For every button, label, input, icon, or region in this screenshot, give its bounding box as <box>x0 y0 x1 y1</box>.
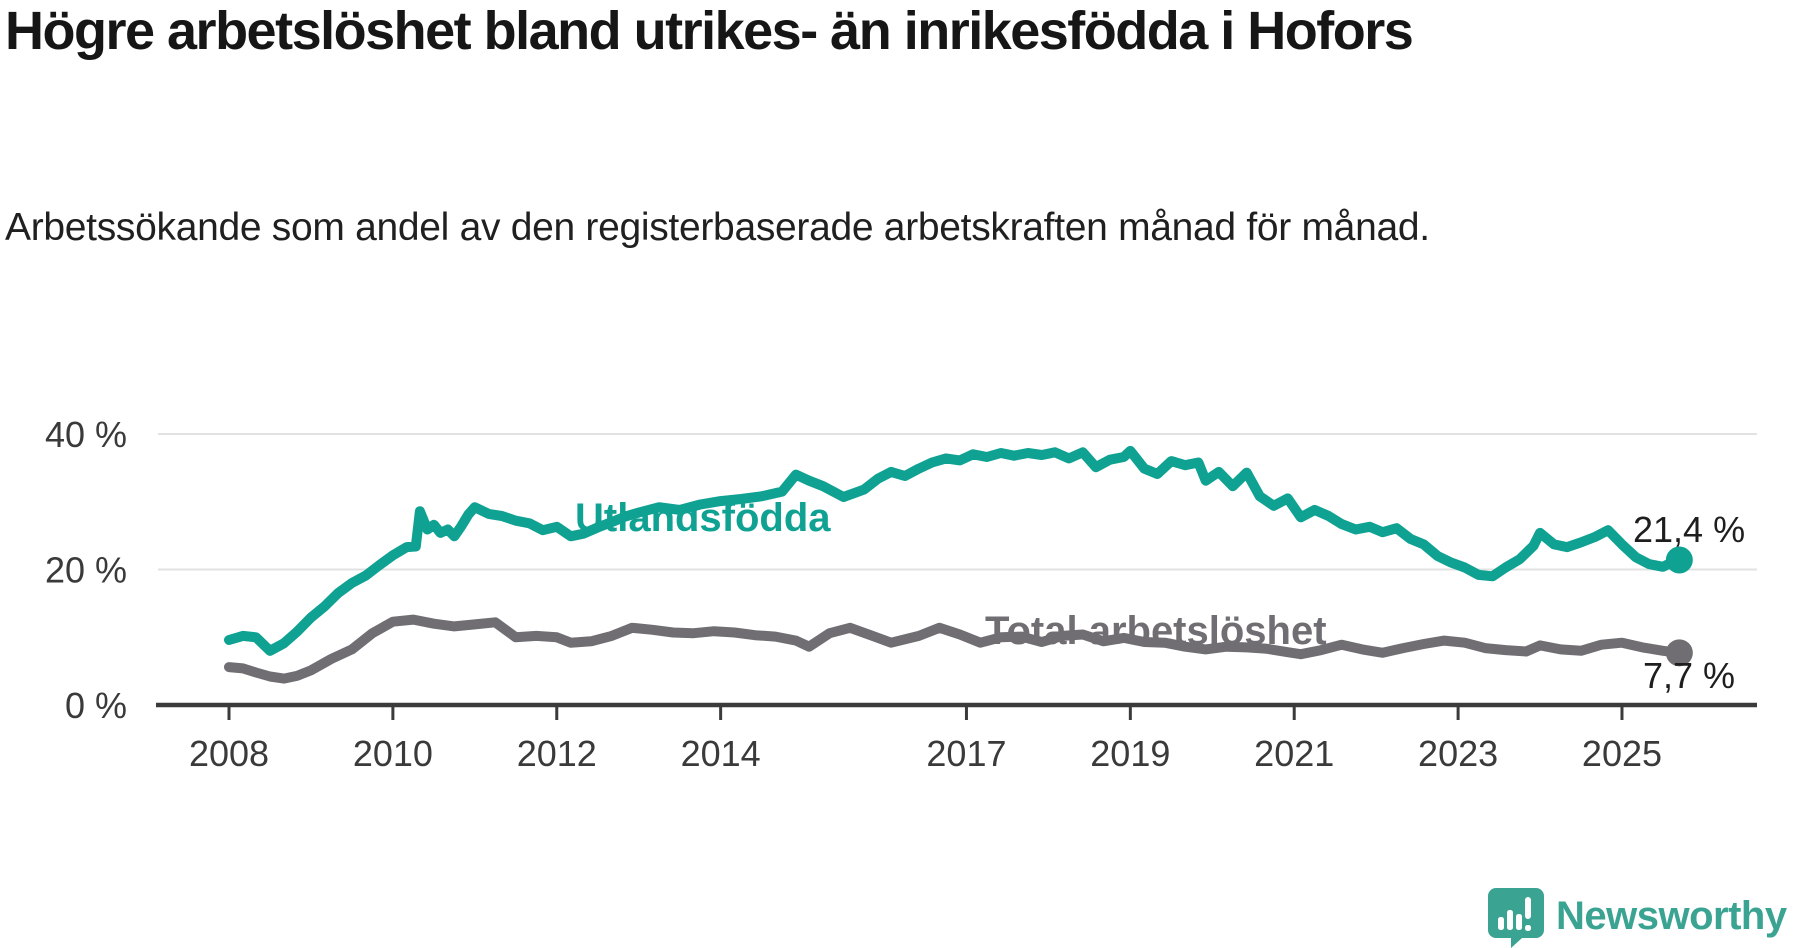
newsworthy-wordmark: Newsworthy <box>1556 894 1788 938</box>
x-tick-label: 2025 <box>1582 733 1662 774</box>
y-tick-label: 40 % <box>45 414 127 455</box>
data-series <box>224 445 1693 684</box>
chart-title: Högre arbetslöshet bland utrikes- än inr… <box>5 1 1414 61</box>
y-tick-label: 20 % <box>45 550 127 591</box>
x-tick-label: 2014 <box>681 733 761 774</box>
chart-subtitle: Arbetssökande som andel av den registerb… <box>5 206 1430 249</box>
y-axis-labels: 0 % 20 % 40 % <box>45 414 127 726</box>
series-label-total-arbetsloshet: Total arbetslöshet <box>985 609 1327 653</box>
x-tick-label: 2012 <box>517 733 597 774</box>
series-line-utlandsf-dda <box>224 445 1685 656</box>
series-end-dot <box>1665 639 1693 667</box>
x-tick-label: 2008 <box>189 733 269 774</box>
end-value-label-utlandsfodda: 21,4 % <box>1633 509 1745 550</box>
x-tick-label: 2017 <box>926 733 1006 774</box>
x-axis-ticks <box>227 705 1624 720</box>
x-tick-label: 2019 <box>1090 733 1170 774</box>
end-value-label-total: 7,7 % <box>1643 655 1735 696</box>
series-line-total-arbetsl-shet <box>224 614 1685 684</box>
y-tick-label: 0 % <box>65 685 127 726</box>
newsworthy-logo[interactable]: Newsworthy <box>1488 888 1788 948</box>
x-tick-label: 2021 <box>1254 733 1334 774</box>
gridlines <box>158 433 1757 571</box>
series-end-dot <box>1665 546 1693 574</box>
x-axis-labels: 2008 2010 2012 2014 2017 2019 2021 2023 2025 <box>189 733 1662 774</box>
bar-chart-glyph <box>1498 897 1531 931</box>
x-tick-label: 2010 <box>353 733 433 774</box>
x-tick-label: 2023 <box>1418 733 1498 774</box>
series-label-utlandsfodda: Utlandsfödda <box>575 496 831 540</box>
